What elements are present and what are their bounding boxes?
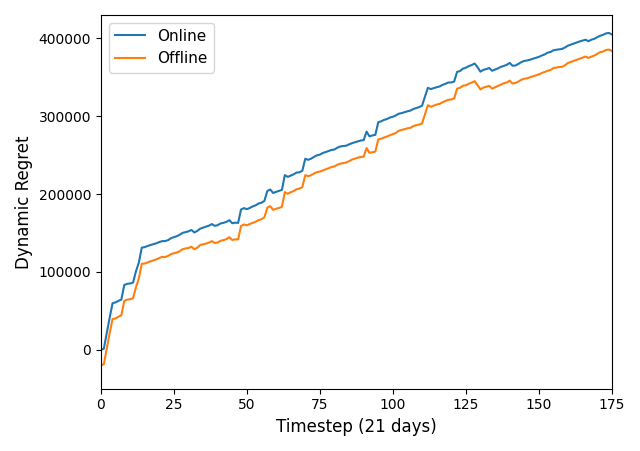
Offline (608, 48, 616, 54)
Online (182, 230, 189, 235)
Online (141, 244, 148, 250)
Online (573, 40, 580, 45)
X-axis label: Timestep (21 days): Timestep (21 days) (276, 418, 436, 436)
Offline (386, 133, 394, 138)
Offline (573, 57, 580, 63)
Online (386, 115, 394, 120)
Offline (120, 298, 128, 304)
Line: Online: Online (101, 33, 612, 350)
Y-axis label: Dynamic Regret: Dynamic Regret (15, 135, 33, 269)
Legend: Online, Offline: Online, Offline (109, 23, 214, 73)
Offline (605, 47, 612, 52)
Online (266, 187, 274, 192)
Online (608, 32, 616, 37)
Offline (266, 203, 274, 209)
Online (605, 30, 612, 36)
Online (120, 282, 128, 288)
Offline (141, 261, 148, 266)
Line: Offline: Offline (101, 50, 612, 365)
Offline (97, 363, 105, 368)
Offline (182, 246, 189, 251)
Online (97, 347, 105, 353)
